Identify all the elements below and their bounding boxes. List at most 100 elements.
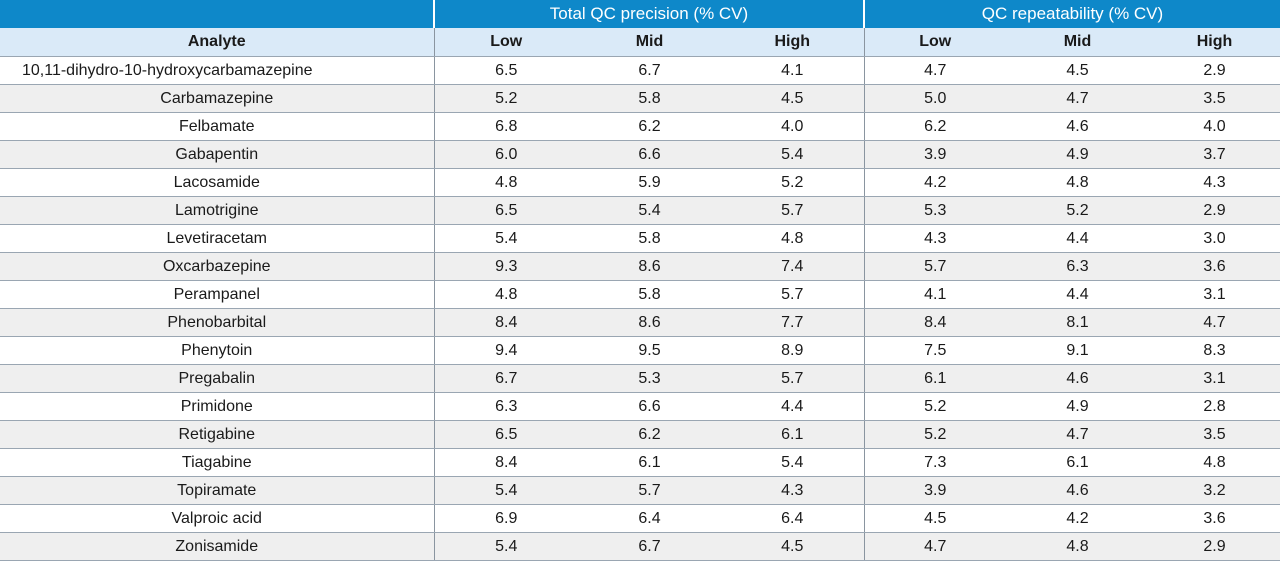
value-cell-precision-low: 5.4 [434,224,578,253]
table-row: Topiramate 5.4 5.7 4.3 3.9 4.6 3.2 [0,476,1280,505]
value-cell-repeatability-high: 3.6 [1149,252,1280,281]
value-cell-repeatability-mid: 6.3 [1006,252,1149,281]
value-cell-repeatability-high: 2.9 [1149,56,1280,85]
table-row: Pregabalin 6.7 5.3 5.7 6.1 4.6 3.1 [0,364,1280,393]
value-cell-repeatability-high: 4.7 [1149,308,1280,337]
value-cell-repeatability-mid: 4.5 [1006,56,1149,85]
value-cell-repeatability-low: 4.7 [864,56,1006,85]
table-row: Felbamate 6.8 6.2 4.0 6.2 4.6 4.0 [0,112,1280,141]
value-cell-repeatability-high: 4.3 [1149,168,1280,197]
value-cell-precision-high: 7.7 [721,308,865,337]
value-cell-precision-mid: 6.6 [578,140,721,169]
value-cell-precision-low: 6.5 [434,420,578,449]
group-header-blank [0,0,434,28]
value-cell-repeatability-low: 5.2 [864,392,1006,421]
value-cell-precision-low: 9.4 [434,336,578,365]
column-header-repeatability-high: High [1149,28,1280,57]
value-cell-repeatability-mid: 4.4 [1006,280,1149,309]
value-cell-repeatability-mid: 5.2 [1006,196,1149,225]
analyte-column-header: Analyte [0,28,435,57]
table-row: Levetiracetam 5.4 5.8 4.8 4.3 4.4 3.0 [0,224,1280,253]
table-row: Oxcarbazepine 9.3 8.6 7.4 5.7 6.3 3.6 [0,252,1280,281]
value-cell-repeatability-high: 2.9 [1149,196,1280,225]
analyte-name-cell: Phenytoin [0,336,435,365]
value-cell-repeatability-mid: 4.9 [1006,392,1149,421]
analyte-name-cell: Felbamate [0,112,435,141]
table-row: Lacosamide 4.8 5.9 5.2 4.2 4.8 4.3 [0,168,1280,197]
value-cell-precision-low: 5.4 [434,532,578,561]
value-cell-repeatability-mid: 6.1 [1006,448,1149,477]
value-cell-repeatability-high: 3.7 [1149,140,1280,169]
value-cell-precision-low: 8.4 [434,308,578,337]
table-row: Primidone 6.3 6.6 4.4 5.2 4.9 2.8 [0,392,1280,421]
table-row: Phenobarbital 8.4 8.6 7.7 8.4 8.1 4.7 [0,308,1280,337]
value-cell-precision-mid: 5.8 [578,84,721,113]
sub-header-row: Analyte Low Mid High Low Mid High [0,28,1280,57]
table-row: Zonisamide 5.4 6.7 4.5 4.7 4.8 2.9 [0,532,1280,561]
table-row: Phenytoin 9.4 9.5 8.9 7.5 9.1 8.3 [0,336,1280,365]
analyte-name-cell: Gabapentin [0,140,435,169]
value-cell-precision-low: 6.9 [434,504,578,533]
value-cell-repeatability-mid: 4.9 [1006,140,1149,169]
value-cell-repeatability-mid: 4.7 [1006,84,1149,113]
table-row: Lamotrigine 6.5 5.4 5.7 5.3 5.2 2.9 [0,196,1280,225]
table-body: 10,11-dihydro-10-hydroxycarbamazepine 6.5… [0,56,1280,561]
value-cell-precision-low: 6.0 [434,140,578,169]
value-cell-precision-high: 6.4 [721,504,865,533]
value-cell-precision-mid: 8.6 [578,308,721,337]
value-cell-repeatability-high: 2.9 [1149,532,1280,561]
value-cell-repeatability-low: 7.3 [864,448,1006,477]
analyte-name-cell: Valproic acid [0,504,435,533]
table-row: Perampanel 4.8 5.8 5.7 4.1 4.4 3.1 [0,280,1280,309]
value-cell-repeatability-low: 4.7 [864,532,1006,561]
analyte-name-cell: Carbamazepine [0,84,435,113]
value-cell-precision-low: 6.5 [434,196,578,225]
value-cell-repeatability-low: 7.5 [864,336,1006,365]
value-cell-precision-low: 6.8 [434,112,578,141]
value-cell-repeatability-low: 6.2 [864,112,1006,141]
analyte-name-cell: Lacosamide [0,168,435,197]
value-cell-repeatability-mid: 4.6 [1006,476,1149,505]
value-cell-repeatability-high: 3.2 [1149,476,1280,505]
value-cell-precision-high: 8.9 [721,336,865,365]
value-cell-repeatability-low: 8.4 [864,308,1006,337]
value-cell-repeatability-mid: 4.2 [1006,504,1149,533]
value-cell-precision-low: 5.4 [434,476,578,505]
analyte-name-cell: 10,11-dihydro-10-hydroxycarbamazepine [0,56,435,85]
analyte-name-cell: Primidone [0,392,435,421]
value-cell-precision-high: 4.4 [721,392,865,421]
value-cell-precision-high: 4.5 [721,532,865,561]
table-row: Carbamazepine 5.2 5.8 4.5 5.0 4.7 3.5 [0,84,1280,113]
value-cell-precision-high: 4.1 [721,56,865,85]
analyte-name-cell: Tiagabine [0,448,435,477]
value-cell-repeatability-high: 8.3 [1149,336,1280,365]
value-cell-repeatability-low: 4.5 [864,504,1006,533]
value-cell-repeatability-low: 6.1 [864,364,1006,393]
value-cell-repeatability-high: 3.5 [1149,84,1280,113]
value-cell-precision-mid: 6.7 [578,532,721,561]
value-cell-precision-high: 4.0 [721,112,865,141]
value-cell-precision-low: 6.7 [434,364,578,393]
value-cell-repeatability-high: 3.1 [1149,364,1280,393]
analyte-name-cell: Topiramate [0,476,435,505]
value-cell-precision-mid: 5.7 [578,476,721,505]
table-row: 10,11-dihydro-10-hydroxycarbamazepine 6.5… [0,56,1280,85]
value-cell-repeatability-low: 5.7 [864,252,1006,281]
value-cell-repeatability-mid: 4.8 [1006,532,1149,561]
value-cell-precision-low: 9.3 [434,252,578,281]
value-cell-precision-high: 5.7 [721,364,865,393]
value-cell-precision-mid: 6.4 [578,504,721,533]
value-cell-precision-mid: 8.6 [578,252,721,281]
value-cell-repeatability-high: 4.8 [1149,448,1280,477]
value-cell-precision-low: 5.2 [434,84,578,113]
value-cell-precision-mid: 6.1 [578,448,721,477]
qc-precision-table: Total QC precision (% CV) QC repeatabili… [0,0,1280,561]
value-cell-precision-mid: 5.4 [578,196,721,225]
group-header-row: Total QC precision (% CV) QC repeatabili… [0,0,1280,28]
value-cell-precision-high: 4.8 [721,224,865,253]
value-cell-precision-high: 5.7 [721,196,865,225]
value-cell-repeatability-high: 2.8 [1149,392,1280,421]
column-header-repeatability-mid: Mid [1006,28,1149,57]
value-cell-repeatability-low: 5.3 [864,196,1006,225]
value-cell-precision-low: 4.8 [434,168,578,197]
